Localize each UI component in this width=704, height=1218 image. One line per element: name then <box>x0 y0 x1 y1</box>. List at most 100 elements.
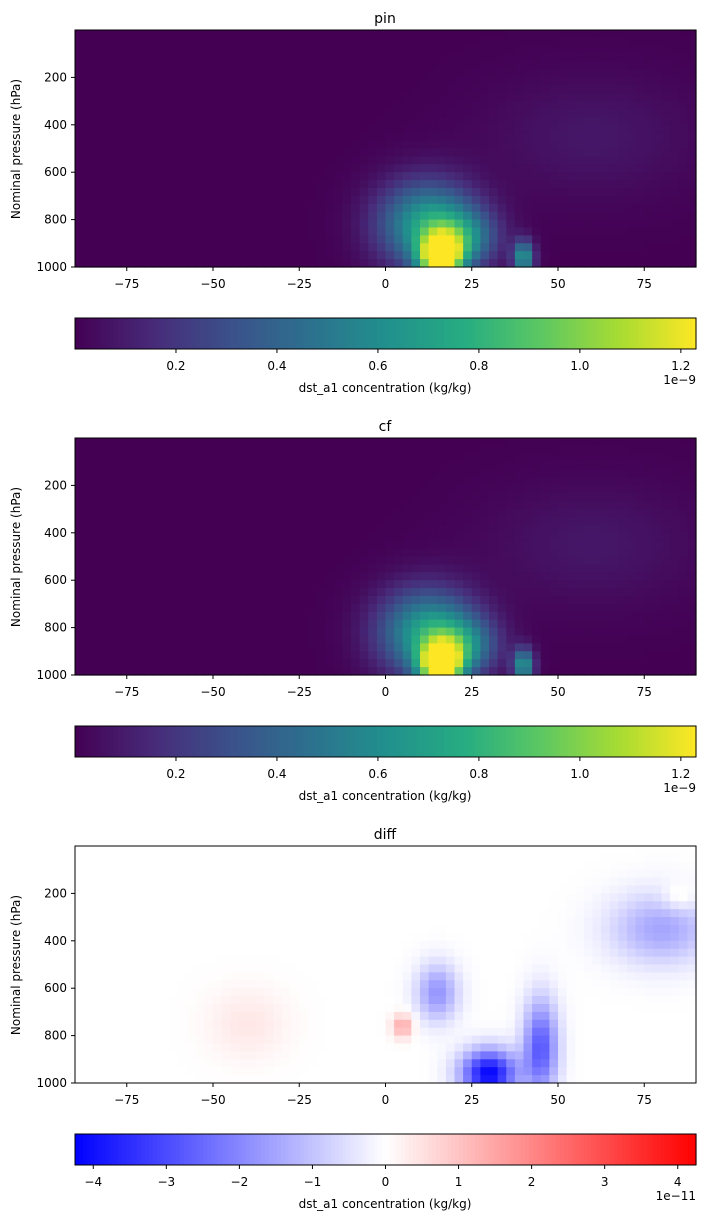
heatmap-cell <box>540 548 550 558</box>
heatmap-cell <box>247 643 257 652</box>
heatmap-cell <box>152 148 162 157</box>
heatmap-cell <box>566 564 576 573</box>
heatmap-cell <box>109 203 119 213</box>
heatmap-cell <box>385 580 395 589</box>
heatmap-cell <box>480 485 490 494</box>
colorbar-segment <box>191 318 196 349</box>
heatmap-cell <box>368 548 378 558</box>
colorbar-segment <box>78 726 84 757</box>
heatmap-cell <box>618 30 628 39</box>
heatmap-cell <box>428 37 438 47</box>
heatmap-cell <box>325 556 335 565</box>
heatmap-cell <box>411 259 421 268</box>
heatmap-cell <box>247 203 257 213</box>
heatmap-cell <box>402 846 412 855</box>
heatmap-cell <box>687 627 697 637</box>
heatmap-cell <box>307 651 318 660</box>
heatmap-cell <box>385 869 395 879</box>
heatmap-cell <box>333 635 343 644</box>
heatmap-cell <box>290 485 300 494</box>
heatmap-cell <box>480 140 490 150</box>
heatmap-cell <box>506 45 516 55</box>
heatmap-cell <box>670 203 680 213</box>
heatmap-cell <box>592 109 602 118</box>
heatmap-cell <box>204 580 214 589</box>
heatmap-cell <box>169 501 180 510</box>
heatmap-cell <box>178 548 188 558</box>
heatmap-cell <box>549 667 559 676</box>
heatmap-cell <box>385 37 395 47</box>
heatmap-cell <box>135 445 145 455</box>
colorbar-segment <box>645 318 651 349</box>
heatmap-cell <box>558 485 568 494</box>
heatmap-cell <box>299 124 309 134</box>
colorbar-segment <box>614 726 619 757</box>
heatmap-cell <box>290 116 300 126</box>
heatmap-cell <box>394 635 404 644</box>
heatmap-cell <box>583 235 594 244</box>
heatmap-cell <box>454 667 464 676</box>
heatmap-cell <box>221 77 231 86</box>
heatmap-cell <box>376 846 387 855</box>
heatmap-cell <box>489 259 499 268</box>
heatmap-cell <box>178 627 188 637</box>
heatmap-cell <box>644 853 654 863</box>
heatmap-cell <box>583 172 594 181</box>
heatmap-cell <box>497 635 507 644</box>
heatmap-cell <box>420 109 430 118</box>
heatmap-cell <box>100 643 111 652</box>
heatmap-cell <box>152 517 162 526</box>
heatmap-cell <box>394 438 404 447</box>
heatmap-cell <box>549 556 559 565</box>
heatmap-cell <box>359 501 369 510</box>
heatmap-cell <box>247 453 257 463</box>
heatmap-cell <box>661 195 671 205</box>
heatmap-cell <box>454 132 464 142</box>
heatmap-cell <box>359 611 369 621</box>
heatmap-cell <box>428 540 438 550</box>
heatmap-cell <box>540 30 550 39</box>
heatmap-cell <box>402 172 412 181</box>
heatmap-cell <box>359 438 369 447</box>
colorbar-segment <box>296 318 301 349</box>
heatmap-cell <box>92 611 102 621</box>
heatmap-cell <box>273 45 283 55</box>
x-tick-label: 50 <box>550 685 565 699</box>
heatmap-cell <box>316 453 326 463</box>
colorbar-segment <box>467 318 472 349</box>
heatmap-cell <box>247 532 257 542</box>
heatmap-cell <box>238 140 249 150</box>
heatmap-cell <box>635 259 645 268</box>
heatmap-cell <box>506 635 516 644</box>
heatmap-cell <box>351 259 361 268</box>
colorbar-segment <box>358 726 363 757</box>
heatmap-cell <box>549 251 559 260</box>
heatmap-cell <box>135 869 145 879</box>
heatmap-cell <box>489 45 499 55</box>
heatmap-cell <box>178 116 188 126</box>
heatmap-cell <box>480 635 490 644</box>
heatmap-cell <box>273 572 283 581</box>
heatmap-cell <box>532 588 542 597</box>
heatmap-cell <box>627 69 637 78</box>
heatmap-cell <box>75 588 85 597</box>
heatmap-cell <box>558 77 568 86</box>
heatmap-cell <box>583 195 594 205</box>
heatmap-cell <box>83 180 93 189</box>
heatmap-cell <box>83 461 93 471</box>
heatmap-cell <box>256 548 266 558</box>
heatmap-cell <box>592 524 602 534</box>
heatmap-cell <box>169 461 180 471</box>
heatmap-cell <box>351 53 361 63</box>
heatmap-cell <box>195 846 205 855</box>
heatmap-cell <box>558 243 568 252</box>
heatmap-cell <box>618 580 628 589</box>
heatmap-cell <box>514 635 525 644</box>
heatmap-cell <box>333 77 343 86</box>
heatmap-cell <box>532 485 542 494</box>
heatmap-cell <box>109 572 119 581</box>
heatmap-cell <box>402 477 412 486</box>
heatmap-cell <box>661 532 671 542</box>
heatmap-cell <box>506 556 516 565</box>
heatmap-cell <box>652 124 663 134</box>
